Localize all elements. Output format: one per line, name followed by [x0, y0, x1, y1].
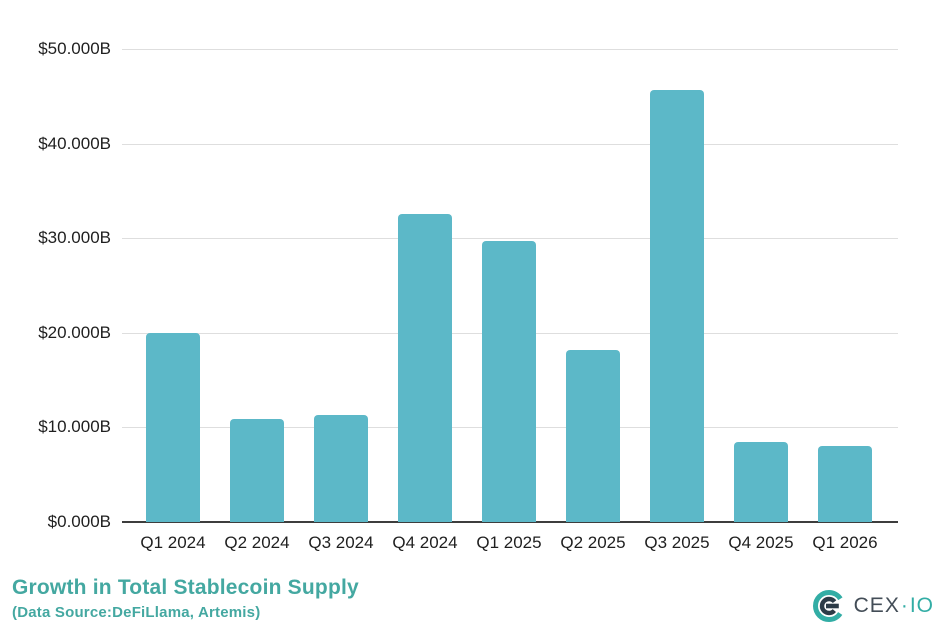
bar-column: Q2 2025: [551, 49, 635, 552]
gridline: [122, 143, 898, 145]
x-tick-label: Q2 2025: [560, 533, 626, 552]
bar-q3-2024: [314, 415, 368, 522]
x-axis-line: [122, 521, 898, 523]
x-tick-label: Q2 2024: [224, 533, 290, 552]
logo-inner-arc: [819, 596, 838, 616]
bar-q2-2025: [566, 349, 620, 522]
bar-column: Q1 2025: [467, 49, 551, 552]
bar-column: Q1 2026: [803, 49, 887, 552]
cexio-logo-icon: [812, 590, 845, 622]
bar-q4-2024: [398, 213, 452, 522]
x-tick-label: Q1 2024: [140, 533, 206, 552]
bars-row: Q1 2024 Q2 2024 Q3 2024 Q4 2024 Q1 2025 Q2 20…: [131, 49, 887, 552]
y-tick-label: $40.000B: [38, 133, 111, 153]
x-tick-label: Q3 2025: [644, 533, 710, 552]
gridline: [122, 49, 898, 50]
bar-column: Q3 2025: [635, 49, 719, 552]
logo-text-io: IO: [909, 594, 934, 617]
x-tick-label: Q4 2024: [392, 533, 458, 552]
bar-column: Q4 2024: [383, 49, 467, 552]
chart-title: Growth in Total Stablecoin Supply: [12, 576, 359, 599]
bar-column: Q3 2024: [299, 49, 383, 552]
bar-column: Q2 2024: [215, 49, 299, 552]
y-tick-label: $30.000B: [38, 228, 111, 248]
y-tick-label: $0.000B: [47, 512, 111, 531]
bar-column: Q1 2024: [131, 49, 215, 552]
bar-column: Q4 2025: [719, 49, 803, 552]
x-tick-label: Q4 2025: [728, 533, 794, 552]
bar-q3-2025: [650, 89, 704, 522]
x-tick-label: Q1 2025: [476, 533, 542, 552]
bar-q1-2024: [146, 332, 200, 522]
logo-text-cex: CEX: [853, 594, 900, 617]
bar-q4-2025: [734, 441, 788, 522]
y-tick-label: $10.000B: [38, 417, 111, 437]
logo-outer-arc: [812, 590, 845, 622]
chart-subtitle: (Data Source:DeFiLlama, Artemis): [12, 604, 261, 621]
x-tick-label: Q1 2026: [812, 533, 878, 552]
y-tick-label: $20.000B: [38, 322, 111, 342]
bar-q1-2026: [818, 446, 872, 522]
footer-title-block: Growth in Total Stablecoin Supply (Data …: [12, 576, 359, 621]
bar-q2-2024: [230, 418, 284, 522]
cexio-logo: CEX · IO: [811, 588, 934, 624]
y-tick-label: $50.000B: [38, 39, 111, 58]
gridline: [122, 238, 898, 240]
bar-q1-2025: [482, 241, 536, 522]
x-tick-label: Q3 2024: [308, 533, 374, 552]
logo-middle-bar: [825, 603, 839, 609]
cexio-logo-text: CEX · IO: [854, 588, 934, 624]
logo-dot: ·: [900, 594, 909, 617]
